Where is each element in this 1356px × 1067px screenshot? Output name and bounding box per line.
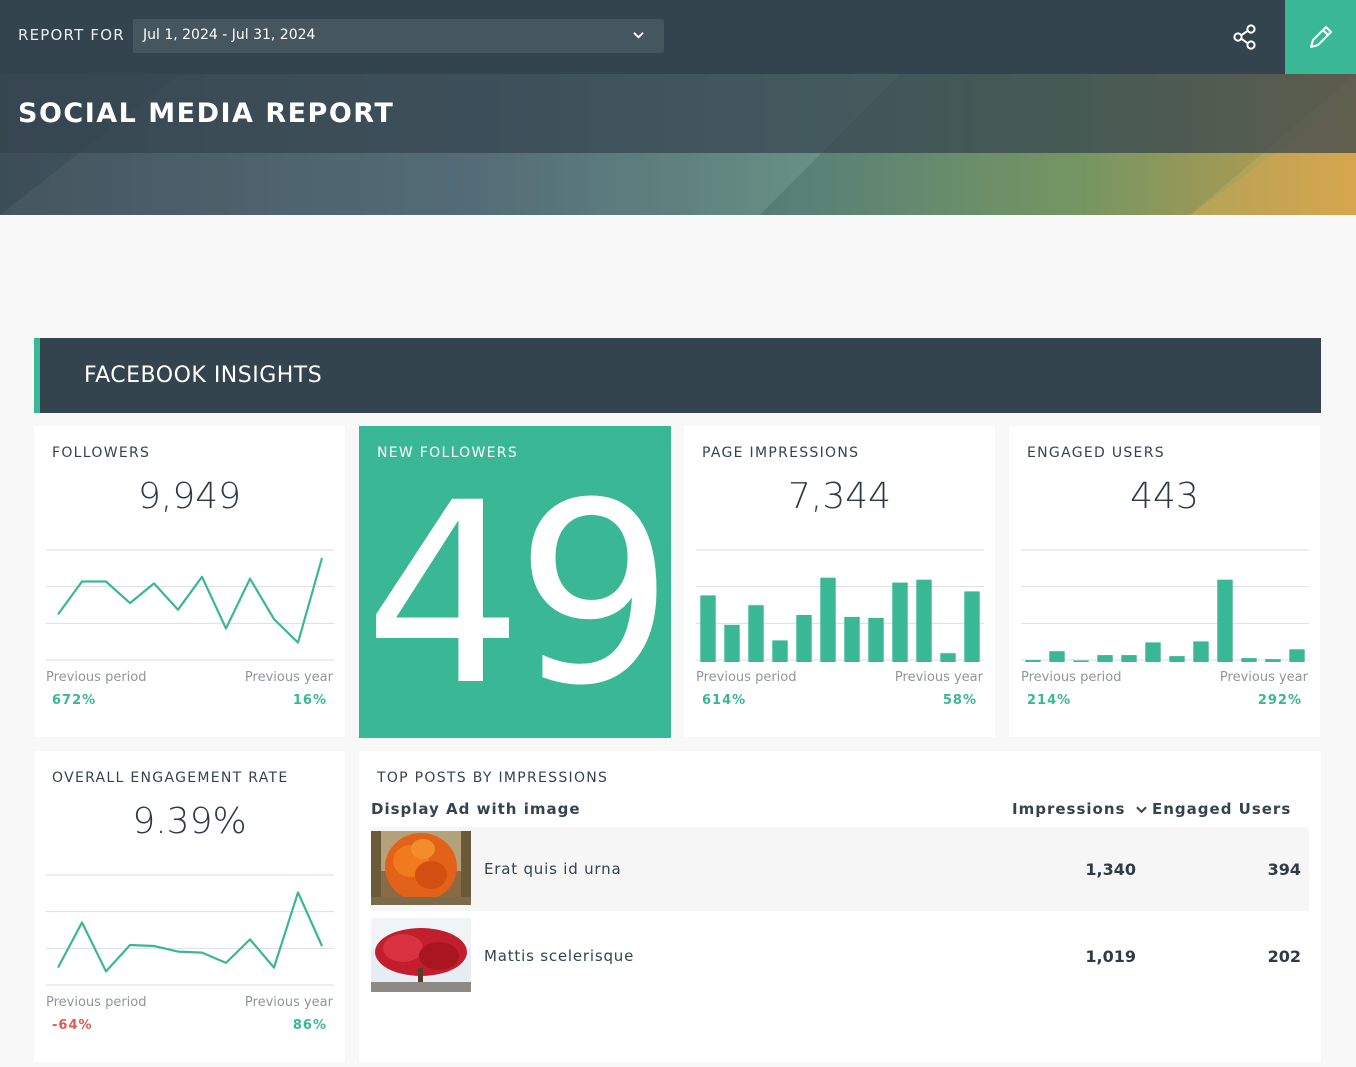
bar: [772, 640, 788, 662]
previous-period-label: Previous period: [1021, 670, 1122, 685]
report-for-label: REPORT FOR: [18, 26, 125, 44]
bar: [796, 615, 812, 662]
card-engagement-rate: OVERALL ENGAGEMENT RATE 9.39% Previous p…: [34, 751, 345, 1062]
section-header-facebook: FACEBOOK INSIGHTS: [34, 338, 1321, 413]
followers-line-chart: [46, 549, 334, 661]
column-header-impressions-label: Impressions: [1012, 800, 1126, 818]
series-line: [57, 557, 324, 644]
pencil-icon: [1309, 26, 1332, 48]
previous-period-label: Previous period: [46, 995, 147, 1010]
date-range-select[interactable]: Jul 1, 2024 - Jul 31, 2024: [133, 19, 664, 53]
bar: [964, 591, 980, 662]
bar: [1145, 642, 1161, 662]
bar: [916, 579, 932, 662]
series-line: [57, 891, 324, 973]
bar: [940, 653, 956, 662]
post-name: Erat quis id urna: [484, 860, 622, 878]
bar: [820, 577, 836, 662]
chevron-down-icon: [633, 32, 644, 39]
column-header-engaged-users[interactable]: Engaged Users: [1152, 800, 1292, 818]
previous-year-value: 58%: [942, 693, 977, 708]
bar: [748, 605, 764, 662]
previous-year-label: Previous year: [894, 670, 983, 685]
bar: [700, 595, 716, 662]
page-impressions-value: 7,344: [787, 476, 892, 517]
engaged-users-bar-chart: [1021, 549, 1309, 662]
card-title: PAGE IMPRESSIONS: [702, 445, 860, 461]
previous-period-value: 672%: [52, 693, 97, 708]
bar: [1241, 658, 1257, 662]
engagement-rate-line-chart: [46, 874, 334, 986]
bar: [1289, 649, 1305, 662]
post-impressions: 1,019: [1085, 947, 1136, 966]
bar: [724, 624, 740, 662]
card-page-impressions: PAGE IMPRESSIONS 7,344 Previous period P…: [684, 426, 995, 737]
bar: [1025, 660, 1041, 662]
share-button[interactable]: [1220, 12, 1270, 62]
table-row[interactable]: Mattis scelerisque 1,019 202: [371, 914, 1309, 998]
card-engaged-users: ENGAGED USERS 443 Previous period Previo…: [1009, 426, 1320, 737]
card-top-posts: TOP POSTS BY IMPRESSIONS Display Ad with…: [359, 751, 1321, 1062]
date-range-value: Jul 1, 2024 - Jul 31, 2024: [143, 27, 316, 43]
bar: [1265, 659, 1281, 662]
previous-period-value: 614%: [702, 693, 747, 708]
page-impressions-bar-chart: [696, 549, 984, 662]
card-title: OVERALL ENGAGEMENT RATE: [52, 770, 289, 786]
title-strip: [0, 74, 1356, 153]
previous-year-label: Previous year: [244, 995, 333, 1010]
card-title: NEW FOLLOWERS: [377, 445, 519, 461]
page-title: SOCIAL MEDIA REPORT: [18, 98, 395, 129]
previous-year-value: 86%: [292, 1018, 327, 1033]
previous-period-label: Previous period: [46, 670, 147, 685]
post-engaged-users: 394: [1267, 860, 1301, 879]
card-followers: FOLLOWERS 9,949 Previous period Previous…: [34, 426, 345, 737]
bar: [1217, 579, 1233, 662]
share-icon: [1233, 24, 1256, 50]
post-engaged-users: 202: [1267, 947, 1301, 966]
bar: [1073, 660, 1089, 662]
previous-year-value: 16%: [292, 693, 327, 708]
previous-year-value: 292%: [1257, 693, 1302, 708]
new-followers-value: 49: [363, 449, 674, 740]
bar: [892, 582, 908, 662]
previous-year-label: Previous year: [1219, 670, 1308, 685]
post-name: Mattis scelerisque: [484, 947, 635, 965]
chevron-down-icon: [1135, 806, 1147, 813]
post-thumbnail: [371, 918, 471, 992]
previous-period-value: -64%: [52, 1018, 93, 1033]
bar: [1193, 641, 1209, 662]
card-title: ENGAGED USERS: [1027, 445, 1165, 461]
column-header-impressions[interactable]: Impressions: [1012, 800, 1147, 818]
bar: [1097, 655, 1113, 662]
bar: [1121, 655, 1137, 662]
post-impressions: 1,340: [1085, 860, 1136, 879]
table-row[interactable]: Erat quis id urna 1,340 394: [371, 827, 1309, 911]
previous-period-value: 214%: [1027, 693, 1072, 708]
bar: [1049, 651, 1065, 662]
previous-year-label: Previous year: [244, 670, 333, 685]
previous-period-label: Previous period: [696, 670, 797, 685]
top-posts-title: TOP POSTS BY IMPRESSIONS: [377, 770, 609, 786]
edit-button[interactable]: [1285, 0, 1356, 74]
report-banner: SOCIAL MEDIA REPORT: [0, 74, 1356, 215]
bar: [1169, 656, 1185, 662]
section-title: FACEBOOK INSIGHTS: [84, 363, 323, 388]
bar: [844, 616, 860, 662]
card-title: FOLLOWERS: [52, 445, 151, 461]
engagement-rate-value: 9.39%: [132, 801, 247, 842]
top-bar: REPORT FOR Jul 1, 2024 - Jul 31, 2024: [0, 0, 1356, 74]
bar: [868, 617, 884, 662]
column-header-post: Display Ad with image: [371, 800, 581, 818]
post-thumbnail: [371, 831, 471, 905]
engaged-users-value: 443: [1130, 476, 1199, 517]
followers-value: 9,949: [137, 476, 242, 517]
card-new-followers: NEW FOLLOWERS 49: [359, 426, 674, 740]
